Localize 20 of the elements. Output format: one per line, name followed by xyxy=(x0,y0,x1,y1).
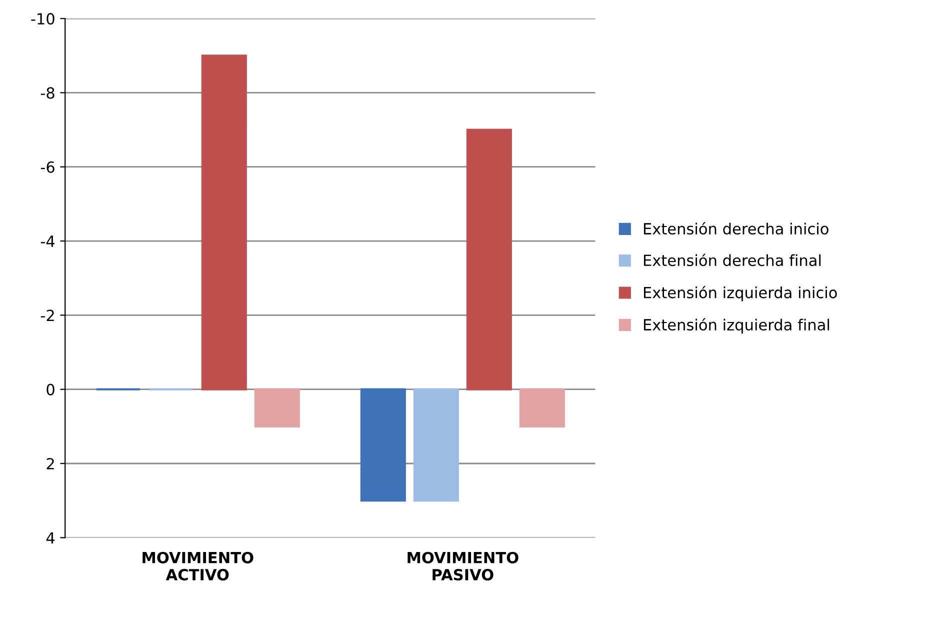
y-tick-label: -8 xyxy=(40,87,54,99)
y-tick-label: -10 xyxy=(31,13,54,25)
y-tick-label: 2 xyxy=(46,458,54,470)
bar xyxy=(466,128,512,390)
bar xyxy=(360,388,406,502)
legend-label: Extensión derecha final xyxy=(644,254,821,266)
x-tick-label: MOVIMIENTO ACTIVO xyxy=(142,552,254,580)
bar xyxy=(519,388,565,428)
bar xyxy=(201,54,247,390)
y-tick-label: 0 xyxy=(46,384,54,396)
y-tick-label: -6 xyxy=(40,161,54,173)
bar xyxy=(254,388,300,428)
bar xyxy=(413,388,459,502)
x-tick-label: MOVIMIENTO PASIVO xyxy=(408,552,518,580)
legend-label: Extensión izquierda final xyxy=(644,318,830,334)
y-tick-label: 4 xyxy=(46,532,55,544)
y-tick-label: -4 xyxy=(40,236,55,247)
y-tick-label: -2 xyxy=(40,310,54,321)
legend-label: Extensión izquierda inicio xyxy=(644,286,837,302)
legend-label: Extensión derecha inicio xyxy=(644,222,828,235)
